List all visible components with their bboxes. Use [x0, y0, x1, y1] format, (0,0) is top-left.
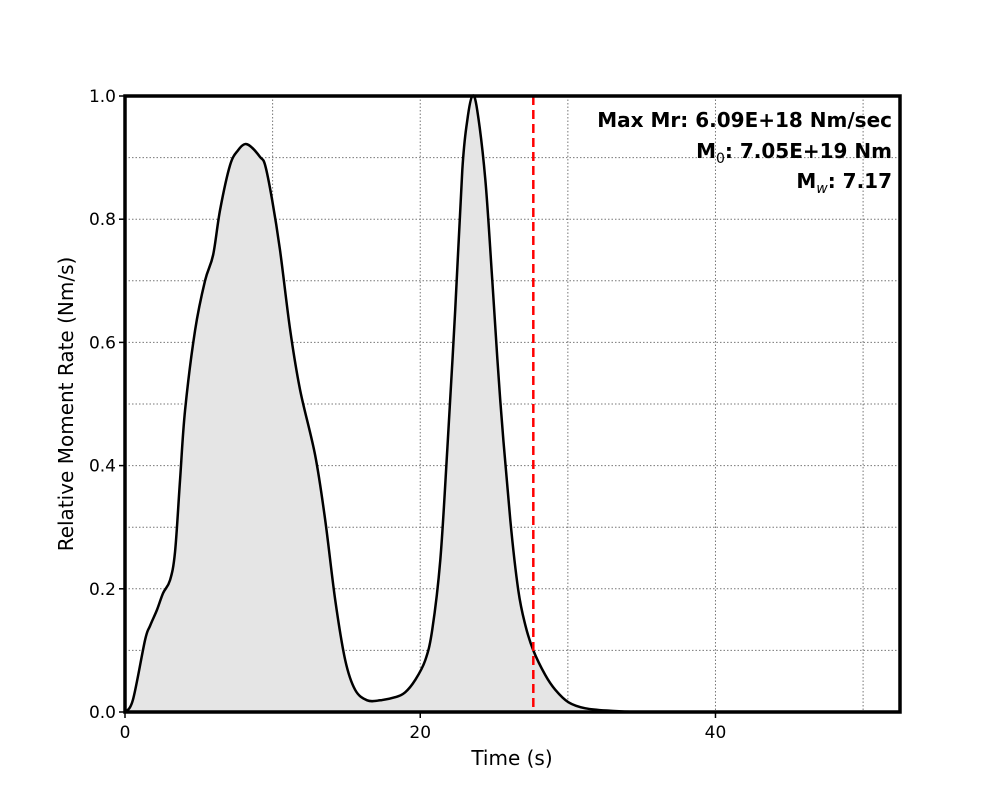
y-tick-label: 0.0 — [89, 703, 116, 723]
axis-ticks: 0 20 40 0.0 0.2 0.4 0.6 0.8 1.0 — [89, 87, 726, 743]
y-tick-label: 0.8 — [89, 210, 116, 230]
x-tick-label: 40 — [705, 723, 727, 743]
annotation-max-mr: Max Mr: 6.09E+18 Nm/sec — [597, 108, 892, 132]
y-tick-label: 0.4 — [89, 457, 116, 477]
y-tick-label: 0.2 — [89, 580, 116, 600]
moment-rate-area — [125, 95, 900, 713]
y-axis-label: Relative Moment Rate (Nm/s) — [54, 257, 78, 552]
plot-frame — [123, 94, 902, 714]
y-tick-label: 1.0 — [89, 87, 116, 107]
annotation-mw: Mw: 7.17 — [796, 169, 892, 197]
x-tick-label: 0 — [120, 723, 131, 743]
annotation-m0: M0: 7.05E+19 Nm — [696, 139, 892, 167]
x-axis-label: Time (s) — [470, 746, 552, 770]
moment-rate-line — [123, 94, 900, 714]
x-tick-label: 20 — [409, 723, 431, 743]
y-tick-label: 0.6 — [89, 333, 116, 353]
